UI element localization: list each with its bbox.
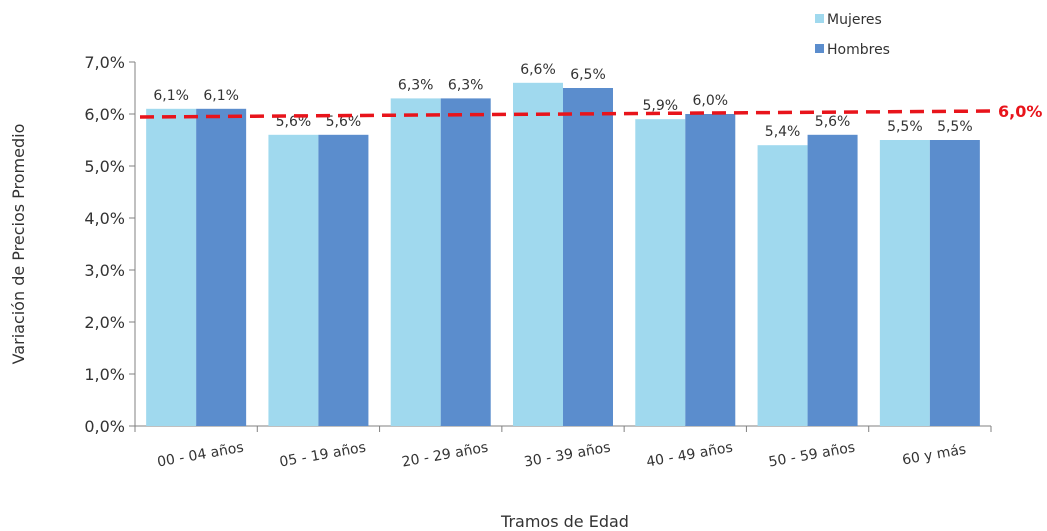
category-label: 05 - 19 años [278, 440, 367, 471]
bar-hombres-0 [196, 108, 247, 427]
value-label: 6,1% [153, 88, 189, 104]
value-label: 6,1% [203, 88, 239, 104]
bar-mujeres-1 [268, 134, 319, 427]
bar-mujeres-2 [390, 98, 441, 427]
legend: Mujeres Hombres [815, 12, 890, 58]
bar-mujeres-6 [879, 140, 930, 426]
bar-mujeres-4 [635, 119, 686, 426]
x-axis-ticks [134, 426, 992, 432]
bar-hombres-4 [685, 114, 736, 426]
bar-hombres-2 [440, 98, 491, 427]
bar-mujeres-5 [757, 145, 808, 426]
value-label: 5,9% [642, 98, 678, 114]
value-label: 6,0% [692, 93, 728, 109]
value-label: 5,6% [326, 114, 362, 130]
y-tick-label: 6,0% [84, 105, 125, 124]
bar-hombres-6 [929, 140, 980, 426]
y-tick-label: 0,0% [84, 417, 125, 436]
bar-mujeres-3 [513, 82, 563, 427]
value-label: 5,6% [276, 114, 312, 130]
y-tick-label: 3,0% [84, 261, 125, 280]
category-label: 50 - 59 años [767, 440, 856, 471]
value-label: 6,5% [570, 67, 606, 83]
x-axis-title: Tramos de Edad [500, 512, 629, 531]
value-label: 6,3% [448, 77, 484, 93]
category-label: 60 y más [901, 442, 967, 469]
y-tick-label: 2,0% [84, 313, 125, 332]
value-label: 5,5% [887, 119, 923, 135]
bar-hombres-3 [563, 88, 613, 426]
bar-hombres-5 [807, 134, 858, 427]
average-reference-line [139, 109, 997, 119]
legend-swatch-mujeres [815, 14, 824, 23]
y-axis-ticks: 0,0% 1,0% 2,0% 3,0% 4,0% 5,0% 6,0% 7,0% [84, 53, 135, 436]
value-label: 5,4% [765, 124, 801, 140]
value-label: 5,5% [937, 119, 973, 135]
bar-mujeres-0 [146, 108, 197, 427]
y-tick-label: 7,0% [84, 53, 125, 72]
category-label: 20 - 29 años [401, 440, 490, 471]
legend-swatch-hombres [815, 44, 824, 53]
y-tick-label: 1,0% [84, 365, 125, 384]
value-labels: 6,1% 6,1% 5,6% 5,6% 6,3% 6,3% 6,6% 6,5% 5,9% 6,0%… [153, 62, 972, 140]
value-label: 6,3% [398, 77, 434, 93]
category-label: 30 - 39 años [523, 440, 612, 471]
average-reference-label: 6,0% [998, 102, 1042, 121]
bar-hombres-1 [318, 134, 369, 427]
category-labels: 00 - 04 años 05 - 19 años 20 - 29 años 30 -… [156, 440, 967, 471]
category-label: 40 - 49 años [645, 440, 734, 471]
category-label: 00 - 04 años [156, 440, 245, 471]
legend-label-mujeres: Mujeres [827, 12, 882, 28]
legend-label-hombres: Hombres [827, 42, 890, 58]
value-label: 5,6% [815, 114, 851, 130]
y-tick-label: 4,0% [84, 209, 125, 228]
y-tick-label: 5,0% [84, 157, 125, 176]
value-label: 6,6% [520, 62, 556, 78]
y-axis-title: Variación de Precios Promedio [9, 124, 28, 365]
bars [146, 82, 980, 427]
